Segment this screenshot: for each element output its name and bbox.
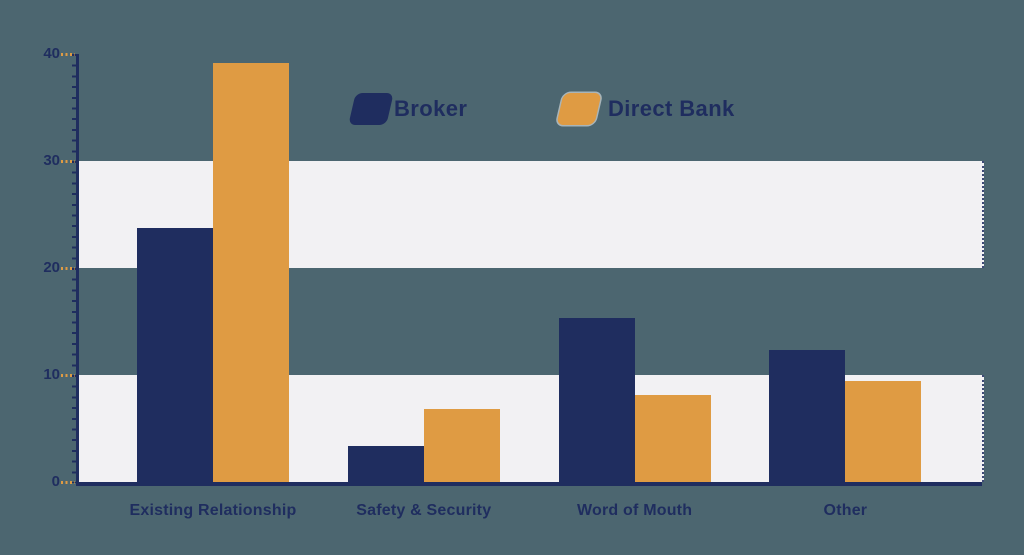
legend-swatch-broker [348,93,394,125]
x-category-label: Safety & Security [356,502,492,519]
bar-broker [769,350,846,482]
legend-label-broker: Broker [394,96,468,121]
x-axis-line [76,482,982,486]
y-major-tick [61,159,75,163]
bar-direct-bank [845,381,922,482]
y-tick-label: 0 [51,473,60,490]
bar-broker [347,445,424,482]
legend-label-direct-bank: Direct Bank [608,96,735,121]
y-tick-label: 10 [43,366,60,383]
bar-direct-bank [423,409,500,482]
y-tick-label: 20 [43,259,60,276]
bar-direct-bank [213,62,289,482]
bar-direct-bank [634,395,711,482]
y-axis-line [76,54,79,486]
bar-broker [558,318,635,482]
y-major-tick [61,480,75,484]
x-category-label: Existing Relationship [129,502,297,519]
legend-swatch-direct-bank [556,93,602,125]
y-major-tick [61,266,75,270]
y-tick-label: 40 [43,45,60,62]
y-tick-label: 30 [43,152,60,169]
y-major-tick [61,52,75,56]
x-category-label: Other [823,502,868,519]
y-major-tick [61,373,75,377]
x-category-label: Word of Mouth [577,502,693,519]
bar-broker [137,228,213,482]
